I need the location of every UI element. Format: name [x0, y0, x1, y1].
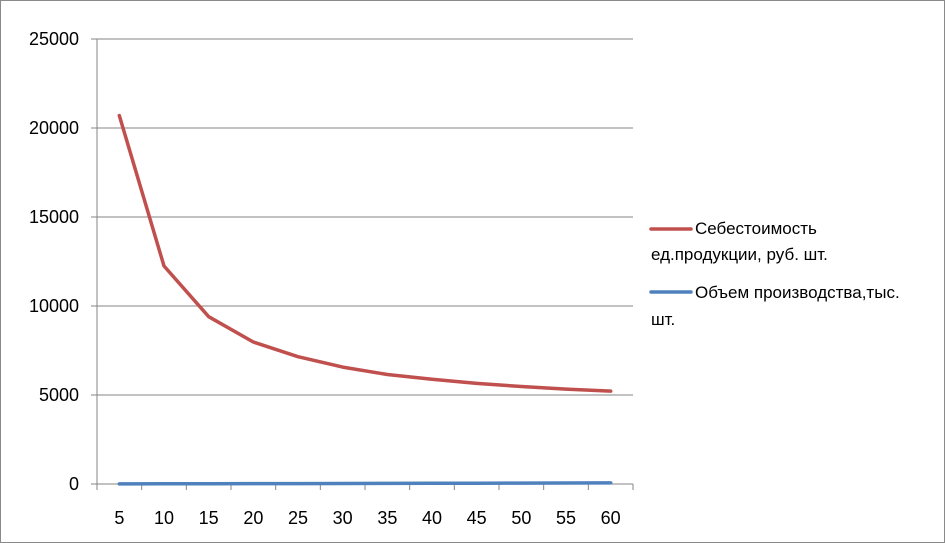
- x-tick-label: 20: [243, 508, 263, 528]
- x-tick-label: 35: [377, 508, 397, 528]
- x-tick-label: 60: [601, 508, 621, 528]
- x-tick-label: 40: [422, 508, 442, 528]
- legend-label-line: Себестоимость: [695, 219, 817, 238]
- series-lines: [117, 113, 613, 486]
- legend-label-line: Объем производства,тыс.: [695, 283, 900, 302]
- x-tick-label: 50: [511, 508, 531, 528]
- y-tick-label: 15000: [29, 207, 79, 227]
- x-tick-label: 25: [288, 508, 308, 528]
- legend-label-line: ед.продукции, руб. шт.: [651, 245, 828, 264]
- legend-label-line: шт.: [651, 310, 675, 329]
- x-tick-label: 10: [154, 508, 174, 528]
- y-tick-label: 5000: [39, 385, 79, 405]
- axes: [91, 38, 634, 490]
- x-tick-label: 5: [114, 508, 124, 528]
- y-tick-label: 20000: [29, 118, 79, 138]
- x-tick-label: 55: [556, 508, 576, 528]
- series-line-2: [117, 481, 613, 486]
- series-line-1: [117, 113, 613, 393]
- x-tick-label: 45: [467, 508, 487, 528]
- x-axis-tick-labels: 5 10 15 20 25 30 35 40 45 50 55 60: [114, 508, 620, 528]
- x-tick-label: 30: [333, 508, 353, 528]
- y-tick-label: 25000: [29, 29, 79, 49]
- y-tick-label: 10000: [29, 296, 79, 316]
- y-tick-label: 0: [69, 474, 79, 494]
- legend: Себестоимость ед.продукции, руб. шт. Объем…: [649, 219, 900, 329]
- gridlines: [97, 38, 633, 396]
- y-axis-tick-labels: 0 5000 10000 15000 20000 25000: [29, 29, 79, 494]
- x-tick-label: 15: [199, 508, 219, 528]
